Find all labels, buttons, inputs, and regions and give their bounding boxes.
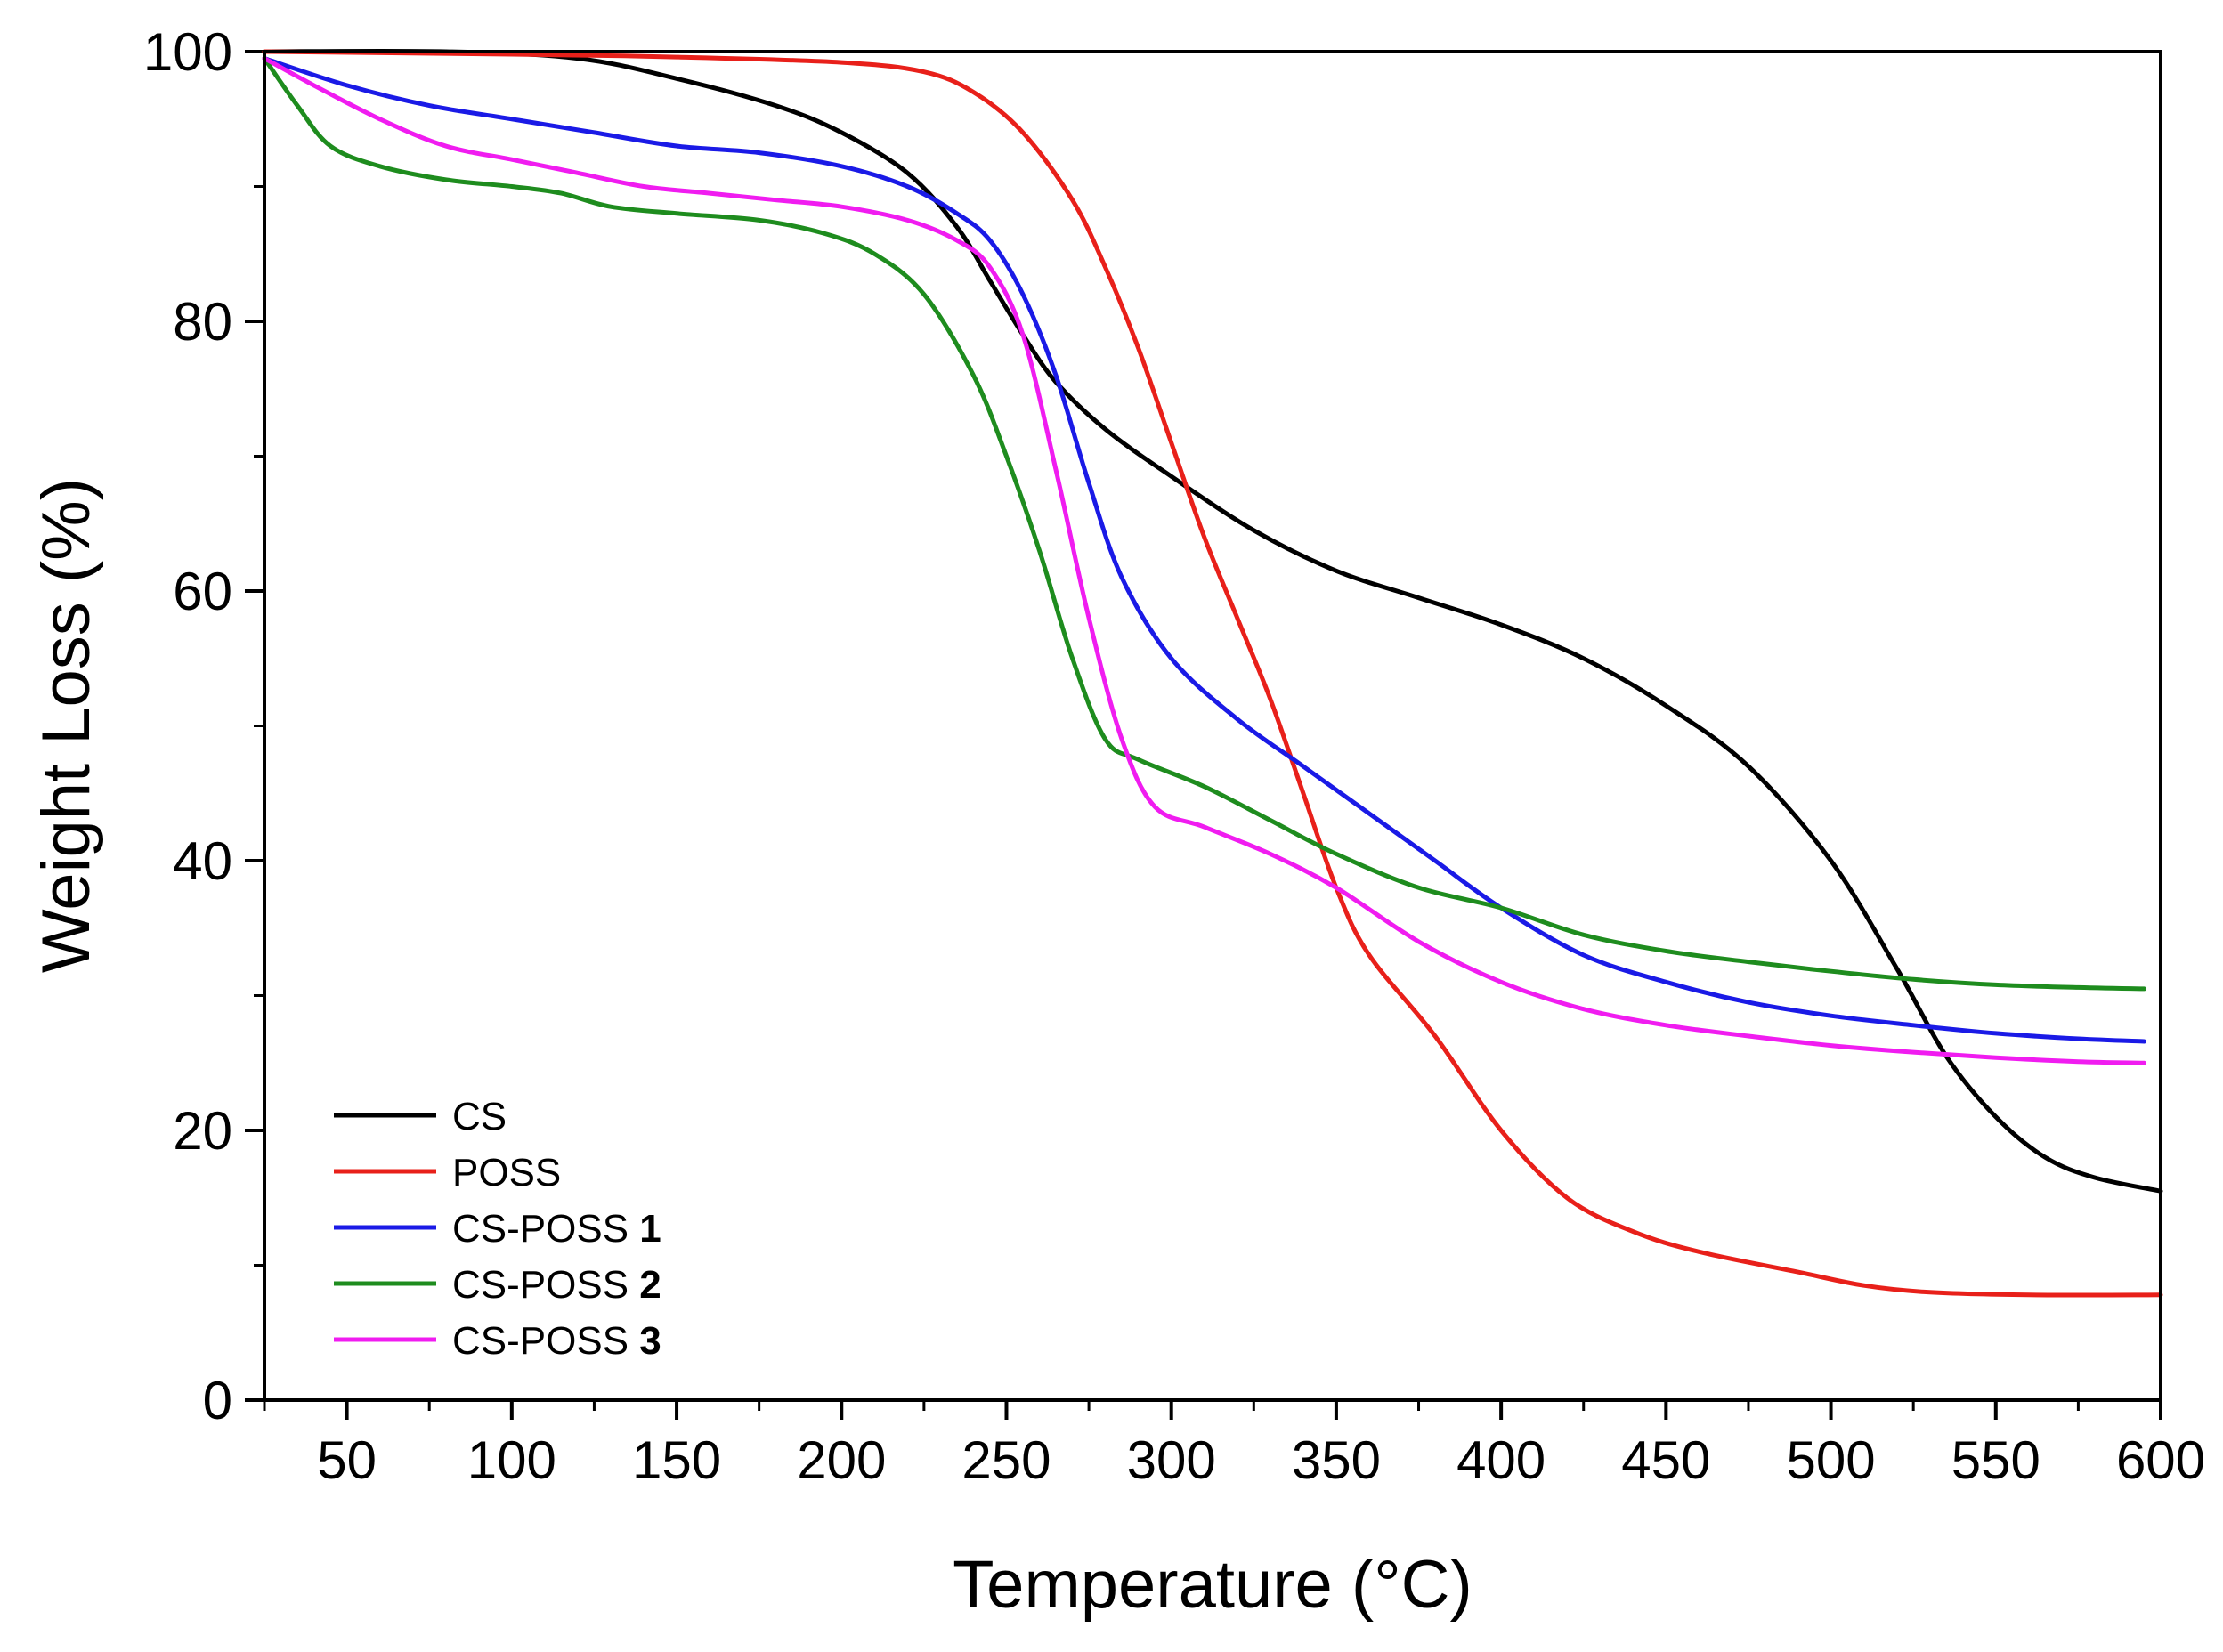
y-tick-label: 60: [173, 562, 232, 621]
x-tick-label: 500: [1787, 1430, 1876, 1490]
y-tick-label: 80: [173, 292, 232, 352]
y-tick-label: 100: [143, 22, 232, 82]
x-tick-label: 200: [797, 1430, 886, 1490]
x-tick-label: 600: [2116, 1430, 2205, 1490]
x-tick-label: 150: [632, 1430, 721, 1490]
y-tick-label: 20: [173, 1101, 232, 1161]
series-line-poss: [262, 49, 2163, 1298]
y-axis-title: Weight Loss (%): [28, 478, 104, 973]
legend-label-cs-poss-1: CS-POSS 1: [452, 1207, 661, 1251]
x-tick-label: 550: [1951, 1430, 2040, 1490]
x-tick-label: 450: [1621, 1430, 1710, 1490]
legend-label-poss: POSS: [452, 1151, 561, 1194]
x-tick-label: 100: [467, 1430, 556, 1490]
series-line-cs-poss-1: [262, 56, 2146, 1044]
x-axis-title: Temperature (°C): [953, 1547, 1473, 1623]
plot-frame: [263, 50, 2162, 1402]
x-tick-label: 300: [1127, 1430, 1216, 1490]
legend-label-cs-poss-2: CS-POSS 2: [452, 1263, 661, 1307]
x-tick-label: 50: [317, 1430, 377, 1490]
y-tick-label: 40: [173, 831, 232, 891]
series-line-cs: [262, 48, 2163, 1194]
legend-label-cs-poss-3: CS-POSS 3: [452, 1319, 661, 1363]
series-line-cs-poss-3: [262, 56, 2146, 1065]
x-tick-label: 400: [1456, 1430, 1546, 1490]
x-tick-label: 250: [961, 1430, 1051, 1490]
series-line-cs-poss-2: [262, 56, 2146, 992]
y-tick-label: 0: [203, 1371, 232, 1430]
x-tick-label: 350: [1292, 1430, 1381, 1490]
legend-label-cs: CS: [452, 1095, 507, 1138]
